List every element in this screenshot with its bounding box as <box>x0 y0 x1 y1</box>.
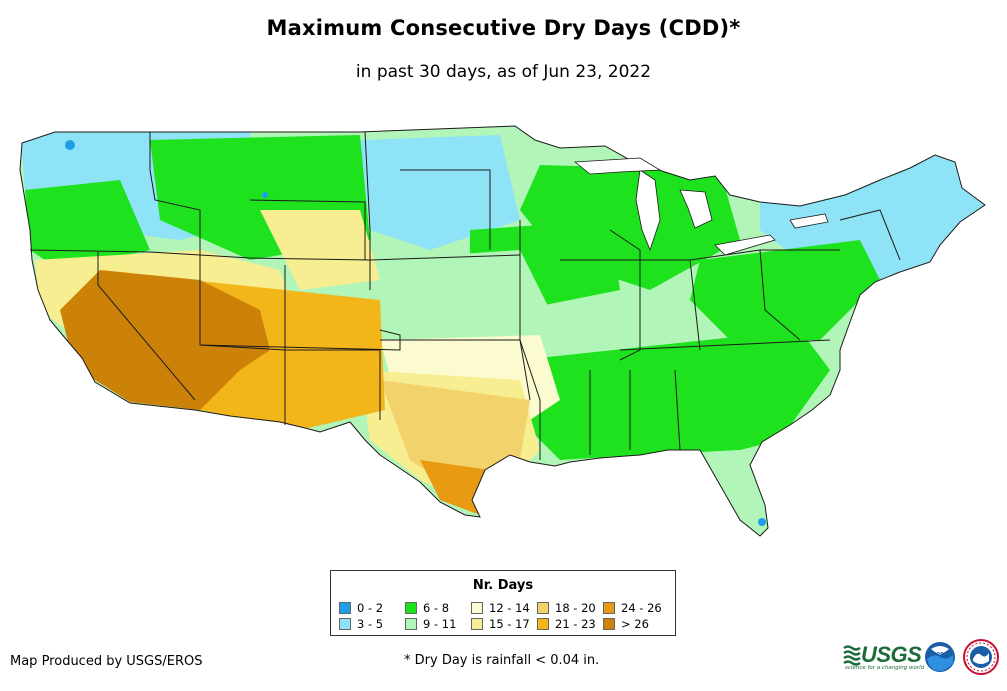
legend-label: > 26 <box>621 617 649 631</box>
legend-swatch <box>471 602 483 614</box>
legend-item: 24 - 26 <box>603 600 669 616</box>
legend-swatch <box>603 618 615 630</box>
cdd-map <box>19 125 986 537</box>
legend-swatch <box>471 618 483 630</box>
legend-item: 21 - 23 <box>537 616 603 632</box>
spot-montana-0-2 <box>262 192 268 198</box>
legend-items: 0 - 2 6 - 8 12 - 14 18 - 20 24 - 26 3 - 5 9 - … <box>339 600 673 632</box>
lake-ontario <box>789 213 829 229</box>
legend-swatch <box>339 602 351 614</box>
spot-washington-0-2 <box>65 140 75 150</box>
region-pnw-green <box>25 180 150 270</box>
lake-erie <box>714 234 776 256</box>
legend-label: 0 - 2 <box>357 601 384 615</box>
state-borders <box>19 125 986 537</box>
legend-label: 15 - 17 <box>489 617 530 631</box>
spot-florida-0-2 <box>758 518 766 526</box>
lake-superior <box>573 157 662 175</box>
noaa-logo: noaa <box>925 642 955 672</box>
dry-day-footnote: * Dry Day is rainfall < 0.04 in. <box>404 653 600 668</box>
legend-swatch <box>537 618 549 630</box>
usgs-wave-icon <box>843 645 861 666</box>
legend-item: > 26 <box>603 616 669 632</box>
noaa-wordmark: noaa <box>932 651 947 657</box>
legend-item: 12 - 14 <box>471 600 537 616</box>
legend-swatch <box>405 618 417 630</box>
map-credit: Map Produced by USGS/EROS <box>10 654 203 669</box>
legend-swatch <box>405 602 417 614</box>
region-wyoming-15-17 <box>260 210 380 290</box>
legend-swatch <box>537 602 549 614</box>
region-central-plains <box>370 250 560 350</box>
region-northern-plains <box>360 135 520 250</box>
usgs-tagline: science for a changing world <box>845 665 925 671</box>
region-appalachia-green <box>690 240 880 340</box>
region-desert-southwest-26plus <box>60 270 270 410</box>
legend-item: 3 - 5 <box>339 616 405 632</box>
legend-label: 6 - 8 <box>423 601 450 615</box>
usgs-logo: USGS science for a changing world <box>843 641 924 675</box>
legend-item: 15 - 17 <box>471 616 537 632</box>
legend-item: 9 - 11 <box>405 616 471 632</box>
map-subtitle: in past 30 days, as of Jun 23, 2022 <box>355 62 652 82</box>
legend: Nr. Days 0 - 2 6 - 8 12 - 14 18 - 20 24 - 26… <box>330 570 676 636</box>
legend-label: 18 - 20 <box>555 601 596 615</box>
legend-item: 18 - 20 <box>537 600 603 616</box>
legend-label: 9 - 11 <box>423 617 457 631</box>
legend-swatch <box>603 602 615 614</box>
legend-label: 24 - 26 <box>621 601 662 615</box>
nws-logo <box>963 639 999 675</box>
legend-item: 0 - 2 <box>339 600 405 616</box>
legend-swatch <box>339 618 351 630</box>
legend-label: 3 - 5 <box>357 617 384 631</box>
legend-item: 6 - 8 <box>405 600 471 616</box>
usgs-wordmark: USGS <box>861 642 922 667</box>
map-title: Maximum Consecutive Dry Days (CDD)* <box>266 16 741 40</box>
lake-michigan <box>635 169 661 252</box>
legend-label: 12 - 14 <box>489 601 530 615</box>
great-lakes <box>573 157 829 256</box>
lake-huron <box>679 189 713 229</box>
legend-label: 21 - 23 <box>555 617 596 631</box>
region-southeast-green <box>520 330 830 460</box>
legend-title: Nr. Days <box>472 578 534 593</box>
